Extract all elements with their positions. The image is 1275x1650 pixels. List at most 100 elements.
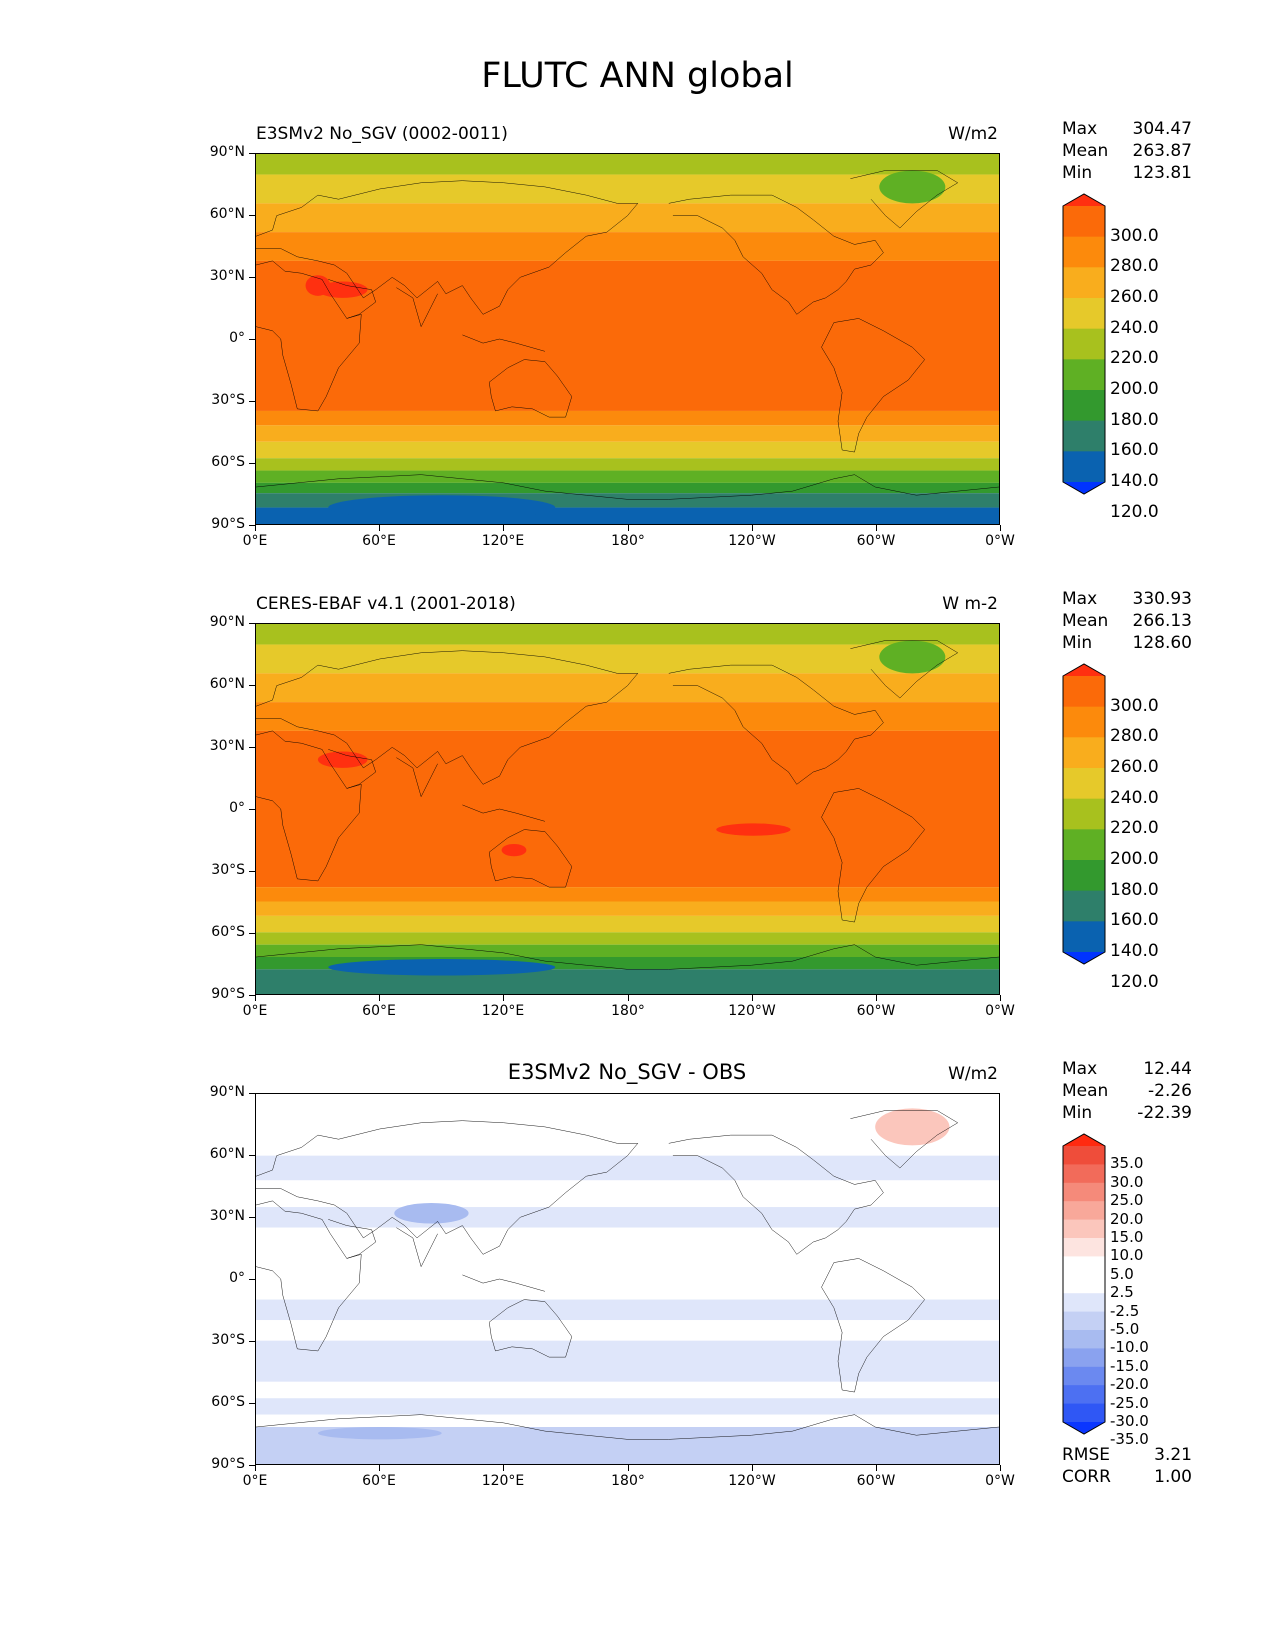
lon-tick — [628, 525, 629, 531]
min-label: Min — [1062, 163, 1093, 183]
colorbar-segment — [1063, 1311, 1105, 1331]
lon-label: 0°E — [242, 533, 268, 549]
colorbar-tick-label: 180.0 — [1110, 410, 1159, 430]
colorbar-tick-label: 140.0 — [1110, 941, 1159, 961]
map-field — [256, 1094, 999, 1464]
lon-tick — [628, 1465, 629, 1471]
contour-band — [256, 410, 999, 426]
lon-label: 60°W — [856, 1003, 896, 1019]
contour-band — [256, 1381, 999, 1399]
colorbar-tick-label: 260.0 — [1110, 287, 1159, 307]
colorbar-graphic — [1062, 663, 1106, 965]
colorbar-outline — [1062, 193, 1106, 495]
lat-tick — [249, 1093, 255, 1094]
lat-label: 0° — [229, 800, 245, 816]
colorbar-extend-max — [1063, 664, 1105, 676]
contour-band — [256, 915, 999, 933]
colorbar-segment — [1063, 1293, 1105, 1313]
lat-label: 90°S — [211, 516, 245, 532]
lat-label: 90°S — [211, 986, 245, 1002]
corr-value: 1.00 — [1154, 1467, 1192, 1487]
colorbar-segment — [1063, 451, 1105, 483]
lat-tick — [249, 401, 255, 402]
lon-tick — [876, 525, 877, 531]
colorbar-extend-min — [1063, 1422, 1105, 1434]
contour-band — [256, 901, 999, 916]
panel3-metrics: RMSE 3.21 CORR 1.00 — [1062, 1444, 1192, 1488]
lat-tick — [249, 525, 255, 526]
contour-band — [256, 624, 999, 645]
coastline — [462, 1275, 545, 1291]
colorbar-tick-label: 10.0 — [1110, 1246, 1144, 1264]
lon-label: 60°E — [362, 1003, 396, 1019]
lat-label: 60°N — [209, 676, 245, 692]
mean-label: Mean — [1062, 1081, 1109, 1101]
lat-label: 90°S — [211, 1456, 245, 1472]
lon-label: 0°W — [985, 533, 1015, 549]
lat-tick — [249, 277, 255, 278]
contour-feature — [305, 275, 331, 296]
contour-band — [256, 932, 999, 945]
lat-tick — [249, 1217, 255, 1218]
colorbar-segment — [1063, 921, 1105, 953]
colorbar-tick-label: 260.0 — [1110, 757, 1159, 777]
coastline — [850, 170, 957, 228]
lon-label: 120°E — [481, 1473, 525, 1489]
coastline — [256, 731, 361, 881]
map-field — [256, 154, 999, 524]
lon-label: 120°W — [728, 1473, 776, 1489]
colorbar-segment — [1063, 267, 1105, 299]
lon-tick — [628, 995, 629, 1001]
max-label: Max — [1062, 589, 1098, 609]
min-value: -22.39 — [1137, 1103, 1192, 1123]
mean-label: Mean — [1062, 611, 1109, 631]
panel1-stats: Max 304.47 Mean 263.87 Min 123.81 — [1062, 118, 1192, 184]
coastline — [489, 830, 572, 888]
colorbar-segment — [1063, 1403, 1105, 1423]
lat-label: 60°N — [209, 206, 245, 222]
contour-feature — [879, 640, 946, 674]
lon-label: 0°W — [985, 1473, 1015, 1489]
colorbar-extend-max — [1063, 1134, 1105, 1146]
colorbar-segment — [1063, 1146, 1105, 1165]
coastline — [822, 1258, 925, 1392]
panel3-title: E3SMv2 No_SGV - OBS — [507, 1060, 747, 1084]
coastline — [850, 1110, 957, 1168]
lon-label: 60°W — [856, 533, 896, 549]
colorbar-tick-label: 240.0 — [1110, 318, 1159, 338]
lon-tick — [379, 995, 380, 1001]
lat-label: 30°N — [209, 268, 245, 284]
colorbar-segment — [1063, 860, 1105, 892]
lon-tick — [503, 995, 504, 1001]
panel1-units: W/m2 — [948, 124, 998, 144]
contour-band — [256, 1180, 999, 1208]
contour-feature — [716, 823, 791, 836]
lat-label: 60°S — [211, 924, 245, 940]
lon-label: 120°W — [728, 1003, 776, 1019]
colorbar-tick-label: 180.0 — [1110, 880, 1159, 900]
contour-band — [256, 1414, 999, 1427]
max-label: Max — [1062, 119, 1098, 139]
lat-tick — [249, 339, 255, 340]
coastline — [328, 1219, 375, 1258]
contour-feature — [879, 170, 946, 204]
panel3-units: W/m2 — [948, 1064, 998, 1084]
colorbar-segment — [1063, 1219, 1105, 1239]
lat-tick — [249, 1403, 255, 1404]
lat-tick — [249, 747, 255, 748]
lat-label: 30°S — [211, 1332, 245, 1348]
lon-tick — [752, 1465, 753, 1471]
coastline — [396, 1228, 437, 1267]
lon-tick — [503, 525, 504, 531]
map-field — [256, 624, 999, 994]
lon-tick — [379, 525, 380, 531]
lat-tick — [249, 1465, 255, 1466]
colorbar-segment — [1063, 1201, 1105, 1221]
min-value: 123.81 — [1132, 163, 1192, 183]
contour-band — [256, 470, 999, 483]
colorbar-tick-label: 220.0 — [1110, 348, 1159, 368]
contour-band — [256, 1398, 999, 1415]
contour-band — [256, 1320, 999, 1341]
contour-band — [256, 944, 999, 957]
lon-tick — [503, 1465, 504, 1471]
